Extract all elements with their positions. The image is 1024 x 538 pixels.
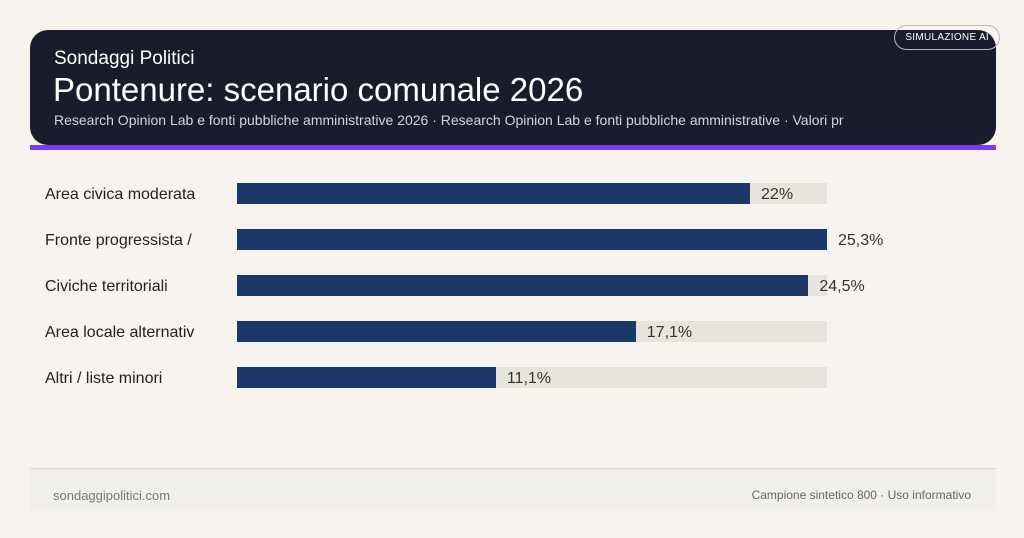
value-label: 22% [761, 186, 794, 203]
value-label: 11,1% [506, 370, 552, 387]
bar [237, 321, 636, 342]
bar-row: Fronte progressista / 25,3% [0, 229, 1024, 251]
bar-row: Area civica moderata 22% [0, 183, 1024, 205]
category-label: Fronte progressista / [45, 232, 192, 249]
category-label: Area locale alternativ [45, 324, 195, 341]
footer-note: Campione sintetico 800 · Uso informativo [751, 488, 971, 502]
bar-row: Altri / liste minori 11,1% [0, 367, 1024, 389]
accent-line [30, 145, 996, 150]
brand: Sondaggi Politici [54, 48, 195, 69]
simulation-badge: SIMULAZIONE AI [894, 25, 1000, 50]
category-label: Area civica moderata [45, 186, 196, 203]
bar-row: Civiche territoriali 24,5% [0, 275, 1024, 297]
footer-site: sondaggipolitici.com [53, 488, 171, 503]
bar [237, 229, 827, 250]
header: Sondaggi Politici Pontenure: scenario co… [30, 25, 1000, 145]
bar [237, 183, 751, 204]
bar [237, 367, 496, 388]
subtitle: Research Opinion Lab e fonti pubbliche a… [54, 112, 844, 128]
value-label: 17,1% [646, 324, 693, 341]
category-label: Altri / liste minori [45, 370, 163, 387]
footer: sondaggipolitici.com Campione sintetico … [30, 468, 996, 511]
bar [237, 275, 809, 296]
value-label: 24,5% [819, 278, 865, 295]
category-label: Civiche territoriali [45, 278, 168, 295]
page-title: Pontenure: scenario comunale 2026 [53, 71, 584, 108]
bar-row: Area locale alternativ 17,1% [0, 321, 1024, 343]
value-label: 25,3% [838, 232, 884, 249]
